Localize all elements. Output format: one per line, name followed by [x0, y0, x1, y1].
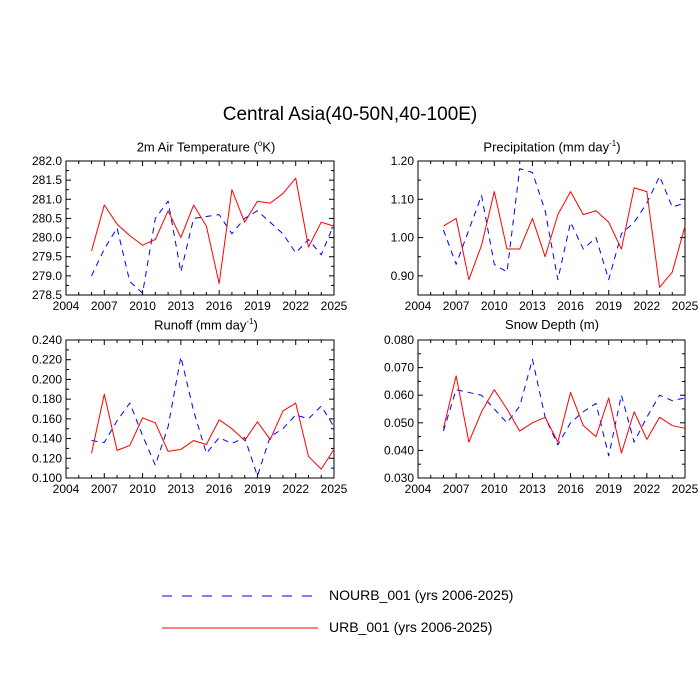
y-tick-label: 0.160 — [32, 412, 62, 426]
legend-urb-label: URB_001 (yrs 2006-2025) — [329, 619, 493, 635]
y-tick-label: 281.5 — [32, 173, 62, 187]
x-tick-label: 2022 — [282, 482, 309, 496]
x-tick-label: 2025 — [672, 299, 699, 313]
x-tick-label: 2016 — [206, 482, 233, 496]
y-tick-label: 0.040 — [384, 443, 414, 457]
panel-title-precipitation: Precipitation (mm day-1) — [483, 139, 621, 155]
y-tick-label: 0.060 — [384, 388, 414, 402]
x-tick-label: 2004 — [405, 482, 432, 496]
y-tick-label: 0.180 — [32, 392, 62, 406]
series-line-nourb-001 — [442, 358, 686, 457]
x-tick-label: 2016 — [557, 299, 584, 313]
x-tick-label: 2016 — [557, 482, 584, 496]
series-line-nourb-001 — [442, 168, 686, 281]
panel-precipitation: 0.90 1.00 1.10 1.20 2004 2007 2010 2013 2016 2019… — [391, 154, 699, 313]
x-tick-label: 2007 — [91, 299, 118, 313]
x-tick-label: 2007 — [443, 299, 470, 313]
series-line-urb-001 — [91, 177, 335, 285]
y-tick-label: 281.0 — [32, 192, 62, 206]
series-line-urb-001 — [443, 187, 686, 288]
y-tick-label: 0.200 — [32, 372, 62, 386]
legend-nourb-label: NOURB_001 (yrs 2006-2025) — [329, 587, 514, 603]
y-tick-label: 0.080 — [384, 333, 414, 347]
x-tick-label: 2010 — [129, 299, 156, 313]
y-tick-label: 1.20 — [391, 154, 415, 168]
y-tick-label: 279.0 — [32, 269, 62, 283]
x-tick-label: 2004 — [405, 299, 432, 313]
x-tick-label: 2019 — [595, 299, 622, 313]
x-tick-label: 2007 — [91, 482, 118, 496]
panel-snow-depth: 0.030 0.040 0.050 0.060 0.070 0.080 2004 2007 20… — [384, 333, 699, 496]
y-tick-label: 0.220 — [32, 353, 62, 367]
y-tick-label: 282.0 — [32, 154, 62, 168]
panel-title-snow-depth: Snow Depth (m) — [505, 317, 599, 332]
y-tick-label: 1.10 — [391, 192, 415, 206]
x-tick-label: 2019 — [244, 299, 271, 313]
series-line-nourb-001 — [91, 200, 335, 294]
x-tick-label: 2004 — [53, 482, 80, 496]
x-tick-label: 2025 — [321, 299, 348, 313]
y-tick-label: 278.5 — [32, 288, 62, 302]
x-tick-label: 2022 — [634, 482, 661, 496]
plot-frame — [417, 160, 686, 296]
x-tick-label: 2022 — [282, 299, 309, 313]
series-line-urb-001 — [442, 375, 686, 454]
y-tick-label: 0.240 — [32, 333, 62, 347]
y-tick-label: 0.120 — [32, 451, 62, 465]
x-tick-label: 2013 — [519, 482, 546, 496]
x-tick-label: 2010 — [129, 482, 156, 496]
legend — [162, 595, 318, 629]
y-tick-label: 280.5 — [32, 211, 62, 225]
series-line-urb-001 — [91, 393, 335, 470]
series-line-nourb-001 — [91, 356, 335, 477]
x-tick-label: 2025 — [672, 482, 699, 496]
y-tick-label: 280.0 — [32, 231, 62, 245]
x-tick-label: 2013 — [519, 299, 546, 313]
y-tick-label: 0.90 — [391, 269, 415, 283]
plot-frame — [65, 339, 335, 479]
panel-runoff: 0.100 0.120 0.140 0.160 0.180 0.200 0.220 0.240… — [32, 333, 348, 496]
x-tick-label: 2025 — [321, 482, 348, 496]
panel-title-runoff: Runoff (mm day-1) — [154, 317, 258, 333]
y-tick-label: 1.00 — [391, 231, 415, 245]
x-tick-label: 2019 — [244, 482, 271, 496]
x-tick-label: 2022 — [634, 299, 661, 313]
x-tick-label: 2010 — [481, 482, 508, 496]
x-tick-label: 2004 — [53, 299, 80, 313]
y-tick-label: 0.140 — [32, 432, 62, 446]
y-tick-label: 279.5 — [32, 250, 62, 264]
x-tick-label: 2010 — [481, 299, 508, 313]
y-tick-label: 0.100 — [32, 471, 62, 485]
x-tick-label: 2013 — [168, 482, 195, 496]
plot-frame — [417, 339, 686, 479]
y-tick-label: 0.030 — [384, 471, 414, 485]
figure-title: Central Asia(40-50N,40-100E) — [222, 104, 478, 125]
y-tick-label: 0.050 — [384, 416, 414, 430]
x-tick-label: 2016 — [206, 299, 233, 313]
x-tick-label: 2013 — [168, 299, 195, 313]
panel-air-temperature: 278.5 279.0 279.5 280.0 280.5 281.0 281.5 282.0… — [32, 154, 348, 313]
panel-title-air-temperature: 2m Air Temperature (oK) — [136, 139, 276, 155]
y-tick-label: 0.070 — [384, 361, 414, 375]
x-tick-label: 2007 — [443, 482, 470, 496]
x-tick-label: 2019 — [595, 482, 622, 496]
